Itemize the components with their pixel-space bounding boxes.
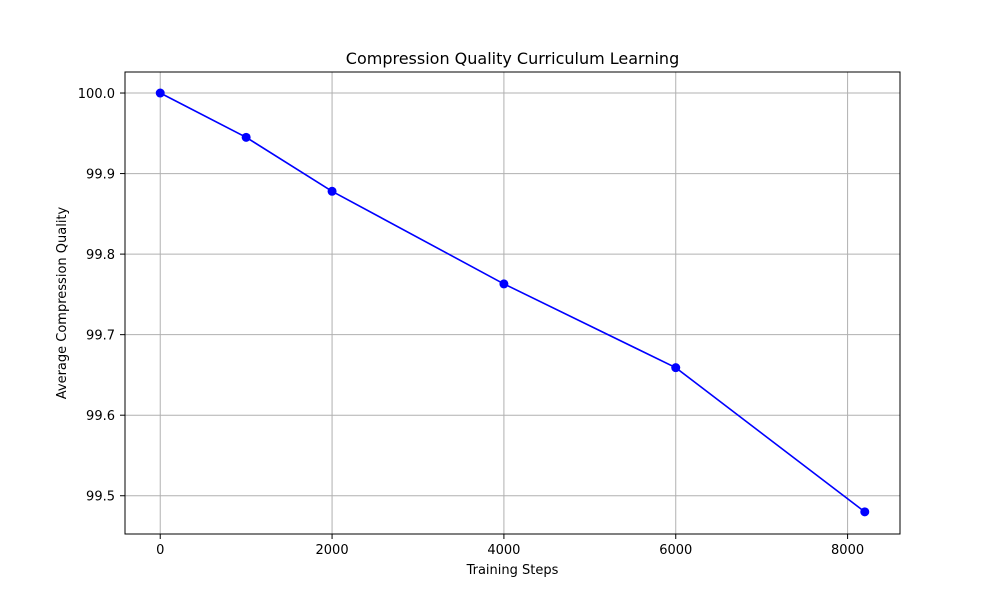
x-axis-label: Training Steps bbox=[466, 563, 559, 578]
y-tick-label: 100.0 bbox=[78, 87, 115, 102]
data-point bbox=[241, 132, 251, 142]
data-point bbox=[860, 507, 870, 517]
y-tick-label: 99.7 bbox=[86, 329, 115, 344]
x-tick-label: 6000 bbox=[659, 543, 692, 558]
y-tick-label: 99.5 bbox=[86, 490, 115, 505]
data-point bbox=[155, 88, 165, 98]
ticks: 0 2000 4000 6000 8000 99.5 99.6 99.7 99.8 99.9 100… bbox=[78, 87, 864, 558]
x-tick-label: 0 bbox=[156, 543, 164, 558]
data-point bbox=[327, 186, 337, 196]
y-tick-label: 99.9 bbox=[86, 168, 115, 183]
plot-frame bbox=[124, 71, 901, 535]
data-point bbox=[499, 279, 509, 289]
series-layer bbox=[155, 88, 870, 517]
series-line bbox=[159, 92, 866, 513]
x-tick-label: 4000 bbox=[487, 543, 520, 558]
chart-title: Compression Quality Curriculum Learning bbox=[346, 49, 679, 68]
data-point bbox=[671, 363, 681, 373]
x-tick-label: 8000 bbox=[831, 543, 864, 558]
x-tick-label: 2000 bbox=[316, 543, 349, 558]
y-axis-label: Average Compression Quality bbox=[55, 206, 70, 399]
y-tick-label: 99.6 bbox=[86, 409, 115, 424]
grid bbox=[125, 72, 900, 534]
y-tick-label: 99.8 bbox=[86, 248, 115, 263]
